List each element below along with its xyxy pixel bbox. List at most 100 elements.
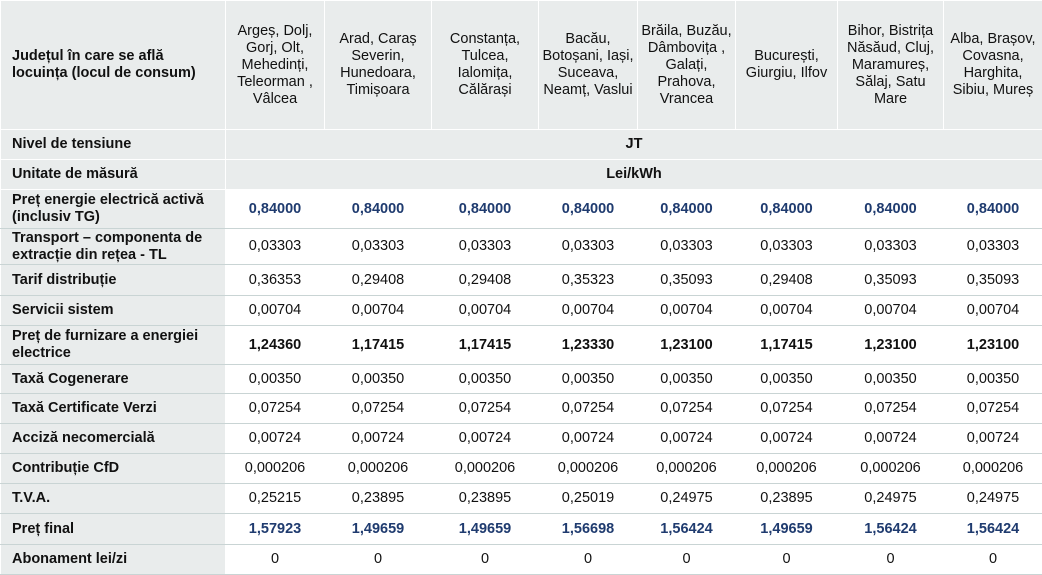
row-label: Taxă Cogenerare [0,364,226,394]
value-cell: 0,84000 [735,189,838,229]
value-cell: 0,84000 [225,189,325,229]
value-cell: 0,00704 [225,295,325,326]
row-label: Servicii sistem [0,295,226,326]
value-cell: 1,23100 [943,325,1042,365]
value-cell: 1,49659 [324,513,432,545]
value-cell: 0,07254 [735,393,838,424]
value-cell: 0,000206 [637,453,736,484]
unit-value: Lei/kWh [225,159,1042,190]
value-cell: 0,00350 [735,364,838,394]
region-header: Arad, Caraș Severin, Hunedoara, Timișoar… [324,0,432,130]
value-cell: 0,00350 [431,364,539,394]
row-label: Tarif distribuție [0,264,226,296]
value-cell: 0,00704 [637,295,736,326]
region-header: București, Giurgiu, Ilfov [735,0,838,130]
value-cell: 0,24975 [637,483,736,514]
value-cell: 0,07254 [431,393,539,424]
value-cell: 0,00724 [943,423,1042,454]
value-cell: 0,07254 [538,393,638,424]
value-cell: 0,00724 [735,423,838,454]
value-cell: 0 [735,544,838,575]
value-cell: 0,84000 [837,189,944,229]
value-cell: 0,00704 [837,295,944,326]
value-cell: 1,56424 [943,513,1042,545]
region-header: Brăila, Buzău, Dâmbovița , Galați, Praho… [637,0,736,130]
value-cell: 0,00704 [735,295,838,326]
value-cell: 0,000206 [431,453,539,484]
value-cell: 0,24975 [943,483,1042,514]
value-cell: 0,23895 [431,483,539,514]
table-row: Taxă Cogenerare 0,00350 0,00350 0,00350 0,00… [0,364,1042,394]
value-cell: 0,00704 [538,295,638,326]
value-cell: 0,03303 [431,228,539,265]
value-cell: 1,56424 [637,513,736,545]
value-cell: 0,35093 [837,264,944,296]
value-cell: 0,03303 [837,228,944,265]
table-row: Tarif distribuție 0,36353 0,29408 0,29408 0,… [0,264,1042,296]
table-row: Preț energie electrică activă (inclusiv … [0,189,1042,229]
value-cell: 1,23330 [538,325,638,365]
value-cell: 1,49659 [735,513,838,545]
value-cell: 0,03303 [225,228,325,265]
region-header: Bihor, Bistrița Năsăud, Cluj, Maramureș,… [837,0,944,130]
value-cell: 0,000206 [538,453,638,484]
region-header: Bacău, Botoșani, Iași, Suceava, Neamț, V… [538,0,638,130]
value-cell: 1,17415 [735,325,838,365]
value-cell: 0 [943,544,1042,575]
value-cell: 0,84000 [431,189,539,229]
value-cell: 0,84000 [538,189,638,229]
value-cell: 0,00704 [943,295,1042,326]
region-header: Argeș, Dolj, Gorj, Olt, Mehedinți, Teleo… [225,0,325,130]
value-cell: 0,03303 [637,228,736,265]
row-label: Preț de furnizare a energiei electrice [0,325,226,365]
value-cell: 0,00350 [943,364,1042,394]
value-cell: 0,07254 [637,393,736,424]
row-label: Taxă Certificate Verzi [0,393,226,424]
value-cell: 0,84000 [943,189,1042,229]
value-cell: 0,03303 [735,228,838,265]
value-cell: 0,03303 [324,228,432,265]
value-cell: 0 [324,544,432,575]
value-cell: 0,07254 [837,393,944,424]
value-cell: 1,17415 [431,325,539,365]
value-cell: 0 [538,544,638,575]
value-cell: 0,23895 [735,483,838,514]
value-cell: 0,07254 [225,393,325,424]
value-cell: 0,00724 [431,423,539,454]
value-cell: 0,25215 [225,483,325,514]
row-label: Contribuție CfD [0,453,226,484]
value-cell: 0,24975 [837,483,944,514]
unit-label: Unitate de măsură [0,159,226,190]
value-cell: 0,29408 [431,264,539,296]
value-cell: 0,35093 [943,264,1042,296]
value-cell: 0,84000 [637,189,736,229]
value-cell: 0,25019 [538,483,638,514]
value-cell: 0,03303 [538,228,638,265]
table-row: Transport – componenta de extracție din … [0,228,1042,265]
value-cell: 0 [225,544,325,575]
value-cell: 0,00724 [225,423,325,454]
value-cell: 0 [431,544,539,575]
value-cell: 0,00350 [225,364,325,394]
table-row: Taxă Certificate Verzi 0,07254 0,07254 0,07… [0,393,1042,424]
value-cell: 1,56698 [538,513,638,545]
region-header: Alba, Brașov, Covasna, Harghita, Sibiu, … [943,0,1042,130]
value-cell: 0,00704 [324,295,432,326]
value-cell: 1,24360 [225,325,325,365]
value-cell: 0,35093 [637,264,736,296]
value-cell: 0,29408 [735,264,838,296]
table-row: Contribuție CfD 0,000206 0,000206 0,000206 0… [0,453,1042,484]
value-cell: 0,00724 [324,423,432,454]
value-cell: 0,84000 [324,189,432,229]
value-cell: 0,23895 [324,483,432,514]
value-cell: 0,07254 [324,393,432,424]
table-row: Preț final 1,57923 1,49659 1,49659 1,56698 1,… [0,513,1042,545]
value-cell: 0,000206 [837,453,944,484]
value-cell: 0,00350 [324,364,432,394]
value-cell: 1,56424 [837,513,944,545]
row-label: Transport – componenta de extracție din … [0,228,226,265]
value-cell: 0 [837,544,944,575]
value-cell: 0,000206 [225,453,325,484]
value-cell: 1,49659 [431,513,539,545]
